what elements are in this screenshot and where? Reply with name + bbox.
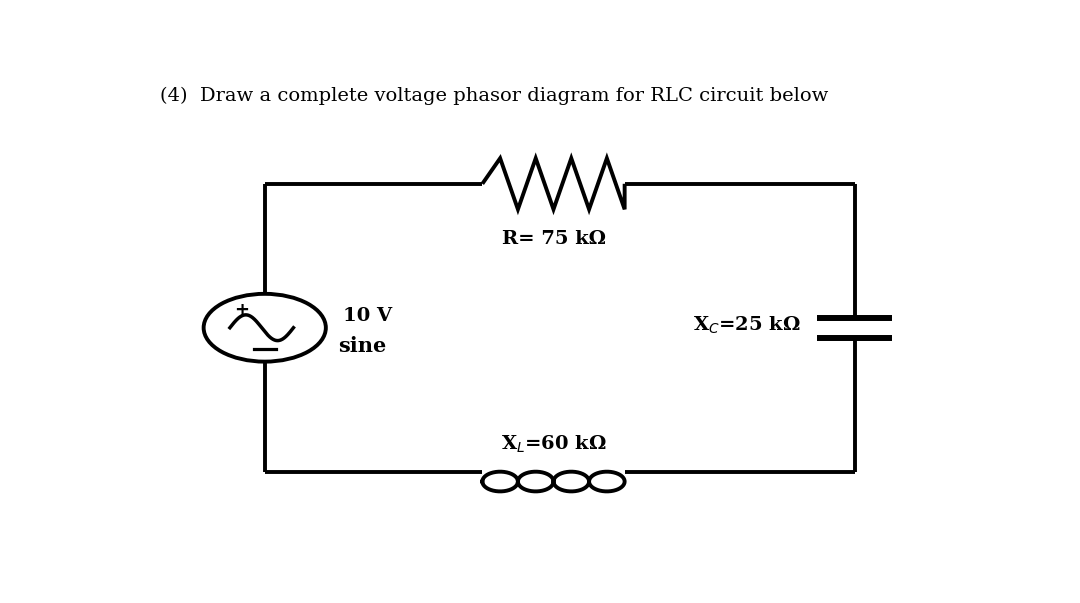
Text: 10 V: 10 V [342,307,392,325]
Text: X$_C$=25 kΩ: X$_C$=25 kΩ [692,315,800,336]
Text: (4)  Draw a complete voltage phasor diagram for RLC circuit below: (4) Draw a complete voltage phasor diagr… [160,86,828,104]
Text: X$_L$=60 kΩ: X$_L$=60 kΩ [501,434,606,455]
Text: +: + [234,301,249,319]
Text: sine: sine [338,336,387,356]
Text: R= 75 kΩ: R= 75 kΩ [501,230,606,248]
